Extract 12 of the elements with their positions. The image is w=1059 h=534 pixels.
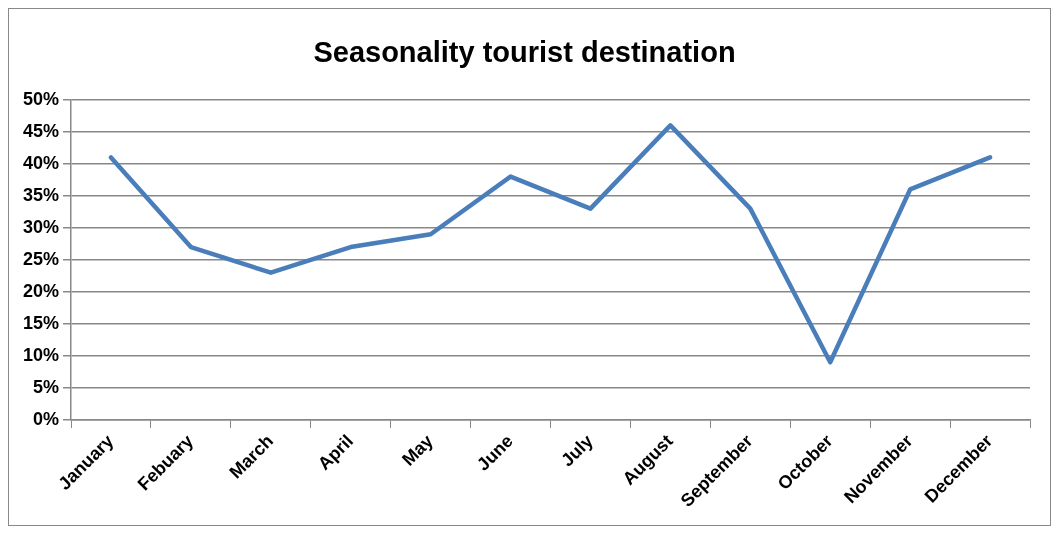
y-tick-label: 45% bbox=[23, 120, 60, 141]
y-tick-label: 15% bbox=[23, 312, 60, 333]
y-tick-label: 35% bbox=[23, 184, 60, 205]
y-tick-label: 40% bbox=[23, 152, 60, 173]
y-tick-label: 10% bbox=[23, 344, 60, 365]
y-tick-label: 30% bbox=[23, 216, 60, 237]
chart-title: Seasonality tourist destination bbox=[313, 36, 736, 69]
y-tick-label: 25% bbox=[23, 248, 60, 269]
y-tick-label: 0% bbox=[33, 408, 60, 429]
y-tick-label: 50% bbox=[23, 88, 60, 109]
y-tick-label: 5% bbox=[33, 376, 60, 397]
y-tick-label: 20% bbox=[23, 280, 60, 301]
